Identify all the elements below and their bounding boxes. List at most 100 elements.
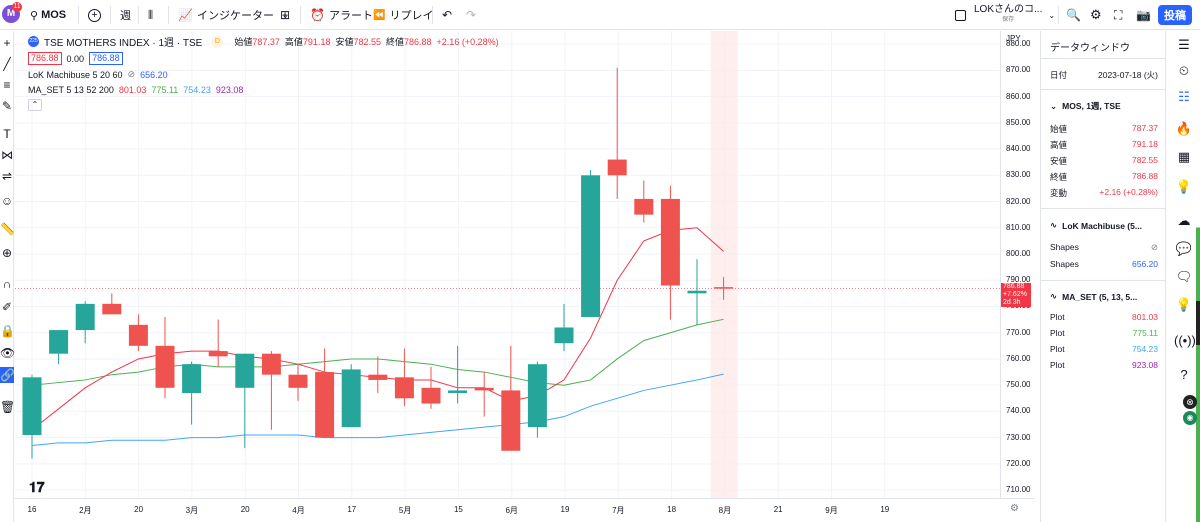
candle-body	[607, 159, 627, 176]
time-tick-label: 7月	[612, 506, 625, 515]
zoom-in-icon[interactable]: ⊕	[1, 246, 13, 260]
post-button[interactable]: 投稿	[1158, 5, 1192, 25]
price-tick-label: 830.00	[1006, 170, 1031, 180]
crosshair-icon[interactable]: +	[3, 36, 11, 50]
watchlist-icon[interactable]: ☰	[1178, 37, 1190, 52]
fullscreen-icon: ⛶	[1114, 7, 1123, 22]
ohlc-high: 高値791.18	[284, 37, 331, 47]
time-tick-label: 20	[134, 505, 144, 514]
chart-pane[interactable]: 225 TSE MOTHERS INDEX · 1週 · TSE D 始値787…	[15, 31, 1000, 498]
candle-style-button[interactable]: ⫴	[148, 0, 153, 30]
indicator-name: MA_SET 5 13 52 200	[28, 85, 114, 95]
price-tick-label: 740.00	[1006, 406, 1031, 416]
hotlists-fire-icon[interactable]: 🔥	[1175, 121, 1193, 136]
notifications-icon[interactable]: 🗨	[1175, 269, 1193, 284]
indicator1-section-header[interactable]: ∿ LoK Machibuse (5...	[1050, 220, 1142, 231]
layouts-button[interactable]: ⊞	[280, 0, 290, 30]
fullscreen-button[interactable]: ⛶	[1114, 0, 1122, 30]
dw-shapes-row: Shapes ⊘	[1050, 242, 1158, 252]
layout-menu-button[interactable]: LOKさんのコ... 保存 ⌄	[955, 0, 1055, 30]
symbol-section-header[interactable]: ⌄ MOS, 1週, TSE	[1050, 100, 1121, 112]
calendar-icon[interactable]: ▦	[1177, 149, 1191, 164]
indicator2-section-header[interactable]: ∿ MA_SET (5, 13, 5...	[1050, 291, 1138, 302]
lightbulb-icon[interactable]: 💡	[1175, 297, 1193, 312]
indicator-legend-2[interactable]: MA_SET 5 13 52 200 801.03 775.11 754.23 …	[28, 85, 243, 95]
snapshot-button[interactable]: 📷	[1136, 0, 1151, 30]
chevron-up-icon: ⌃	[28, 99, 42, 111]
text-tool-icon[interactable]: T	[3, 127, 11, 141]
pencil-lock-icon[interactable]: ✐	[1, 300, 13, 314]
symbol-title[interactable]: TSE MOTHERS INDEX · 1週 · TSE	[44, 38, 203, 49]
date-row: 日付 2023-07-18 (火)	[1050, 70, 1158, 80]
quick-search-button[interactable]: 🔍	[1066, 0, 1081, 30]
highlight-column	[710, 31, 738, 498]
help-icon[interactable]: ?	[1180, 367, 1188, 382]
indicators-button[interactable]: 📈 インジケーター ⌄	[178, 0, 289, 30]
time-tick-label: 18	[667, 505, 677, 514]
redo-button[interactable]: ↷	[466, 0, 476, 30]
alerts-clock-icon[interactable]: ⏲	[1178, 63, 1190, 78]
alarm-clock-icon: ⏰	[310, 8, 325, 22]
time-tick-label: 5月	[398, 506, 412, 515]
hidden-shapes-icon: ⊘	[127, 69, 136, 79]
bar-countdown: 2d 3h	[1003, 299, 1021, 307]
indicator-value: 656.20	[140, 69, 168, 80]
candle-body	[341, 369, 361, 428]
link-icon[interactable]: 🔗	[0, 367, 15, 383]
candle-body	[315, 372, 335, 438]
ideas-icon[interactable]: 💡	[1175, 179, 1193, 194]
grid-icon: ⊞	[280, 8, 291, 22]
currency-label[interactable]: JPY	[1006, 34, 1021, 43]
price-chart[interactable]	[15, 31, 1000, 498]
ruler-icon[interactable]: 📏	[0, 222, 15, 236]
chevron-down-icon: ⌄	[1050, 100, 1058, 111]
undo-button[interactable]: ↶	[442, 0, 452, 30]
chat-cloud-icon[interactable]: ☁	[1177, 213, 1191, 228]
candle-body	[474, 387, 494, 391]
time-tick-label: 6月	[505, 506, 518, 515]
pattern-icon[interactable]: ⋈	[1, 148, 13, 162]
replay-button[interactable]: ⏪ リプレイ	[373, 0, 433, 30]
forecast-icon[interactable]: ⇌	[1, 169, 13, 183]
symbol-legend: 225 TSE MOTHERS INDEX · 1週 · TSE D 始値787…	[28, 34, 499, 49]
trend-line-icon[interactable]: ╱	[3, 57, 11, 71]
interval-button[interactable]: 週	[120, 10, 131, 22]
chat-bubble-icon[interactable]: 💬	[1175, 241, 1193, 256]
buy-button[interactable]: 786.88	[89, 52, 123, 65]
price-tick-label: 790.00	[1006, 275, 1031, 285]
candle-body	[22, 377, 42, 436]
candle-body	[208, 351, 228, 357]
settings-button[interactable]: ⚙	[1090, 0, 1102, 30]
compare-symbol-button[interactable]: +	[88, 0, 101, 30]
price-axis[interactable]: JPY 880.00 870.00 860.00 850.00 840.00 830.00…	[1000, 31, 1034, 498]
alert-button[interactable]: ⏰ アラート	[310, 0, 373, 30]
magnet-icon[interactable]: ∩	[2, 277, 12, 291]
axis-settings-icon[interactable]: ⚙	[1010, 503, 1019, 514]
dw-change-row: 変動 +2.16 (+0.28%)	[1050, 187, 1158, 198]
indicators-label: インジケーター	[196, 10, 274, 22]
extension-toggle-icon[interactable]: ◉	[1183, 411, 1197, 425]
brush-icon[interactable]: ✎	[1, 99, 13, 113]
lock-icon[interactable]: 🔒	[0, 324, 15, 338]
right-widget-bar: ☰ ⏲ ☷ 🔥 ▦ 💡 ☁ 💬 🗨 💡 ((•)) ? ⊗ ◉	[1165, 31, 1200, 522]
symbol-search-button[interactable]: ⚲ MOS	[30, 0, 66, 30]
time-axis[interactable]: 16 2月 20 3月 20 4月 17 5月 15 6月 19 7月 18 8月 21 9月 19 ⚙	[15, 498, 1035, 522]
collapse-legend-button[interactable]: ⌃	[28, 99, 42, 111]
sell-button[interactable]: 786.88	[28, 52, 62, 65]
signal-icon[interactable]: ((•))	[1174, 333, 1196, 348]
eye-icon[interactable]: 👁	[0, 346, 16, 360]
exchange-icon: 225	[28, 36, 39, 47]
time-tick-label: 20	[240, 505, 250, 514]
candle-body	[581, 175, 601, 317]
data-window-icon[interactable]: ☷	[1178, 89, 1190, 104]
time-tick-label: 19	[560, 505, 570, 514]
indicator-legend-1[interactable]: LoK Machibuse 5 20 60 ⊘ 656.20	[28, 69, 168, 80]
price-tick-label: 870.00	[1006, 65, 1031, 75]
tradingview-logo-icon[interactable]: 𝟏𝟕	[29, 479, 45, 495]
trash-icon[interactable]: 🗑	[0, 400, 16, 414]
extension-close-icon[interactable]: ⊗	[1183, 395, 1197, 409]
horizontal-lines-icon[interactable]: ≡	[3, 78, 11, 92]
price-tick-label: 810.00	[1006, 222, 1031, 232]
smiley-icon[interactable]: ☺	[0, 194, 14, 208]
time-tick-label: 16	[27, 505, 37, 514]
